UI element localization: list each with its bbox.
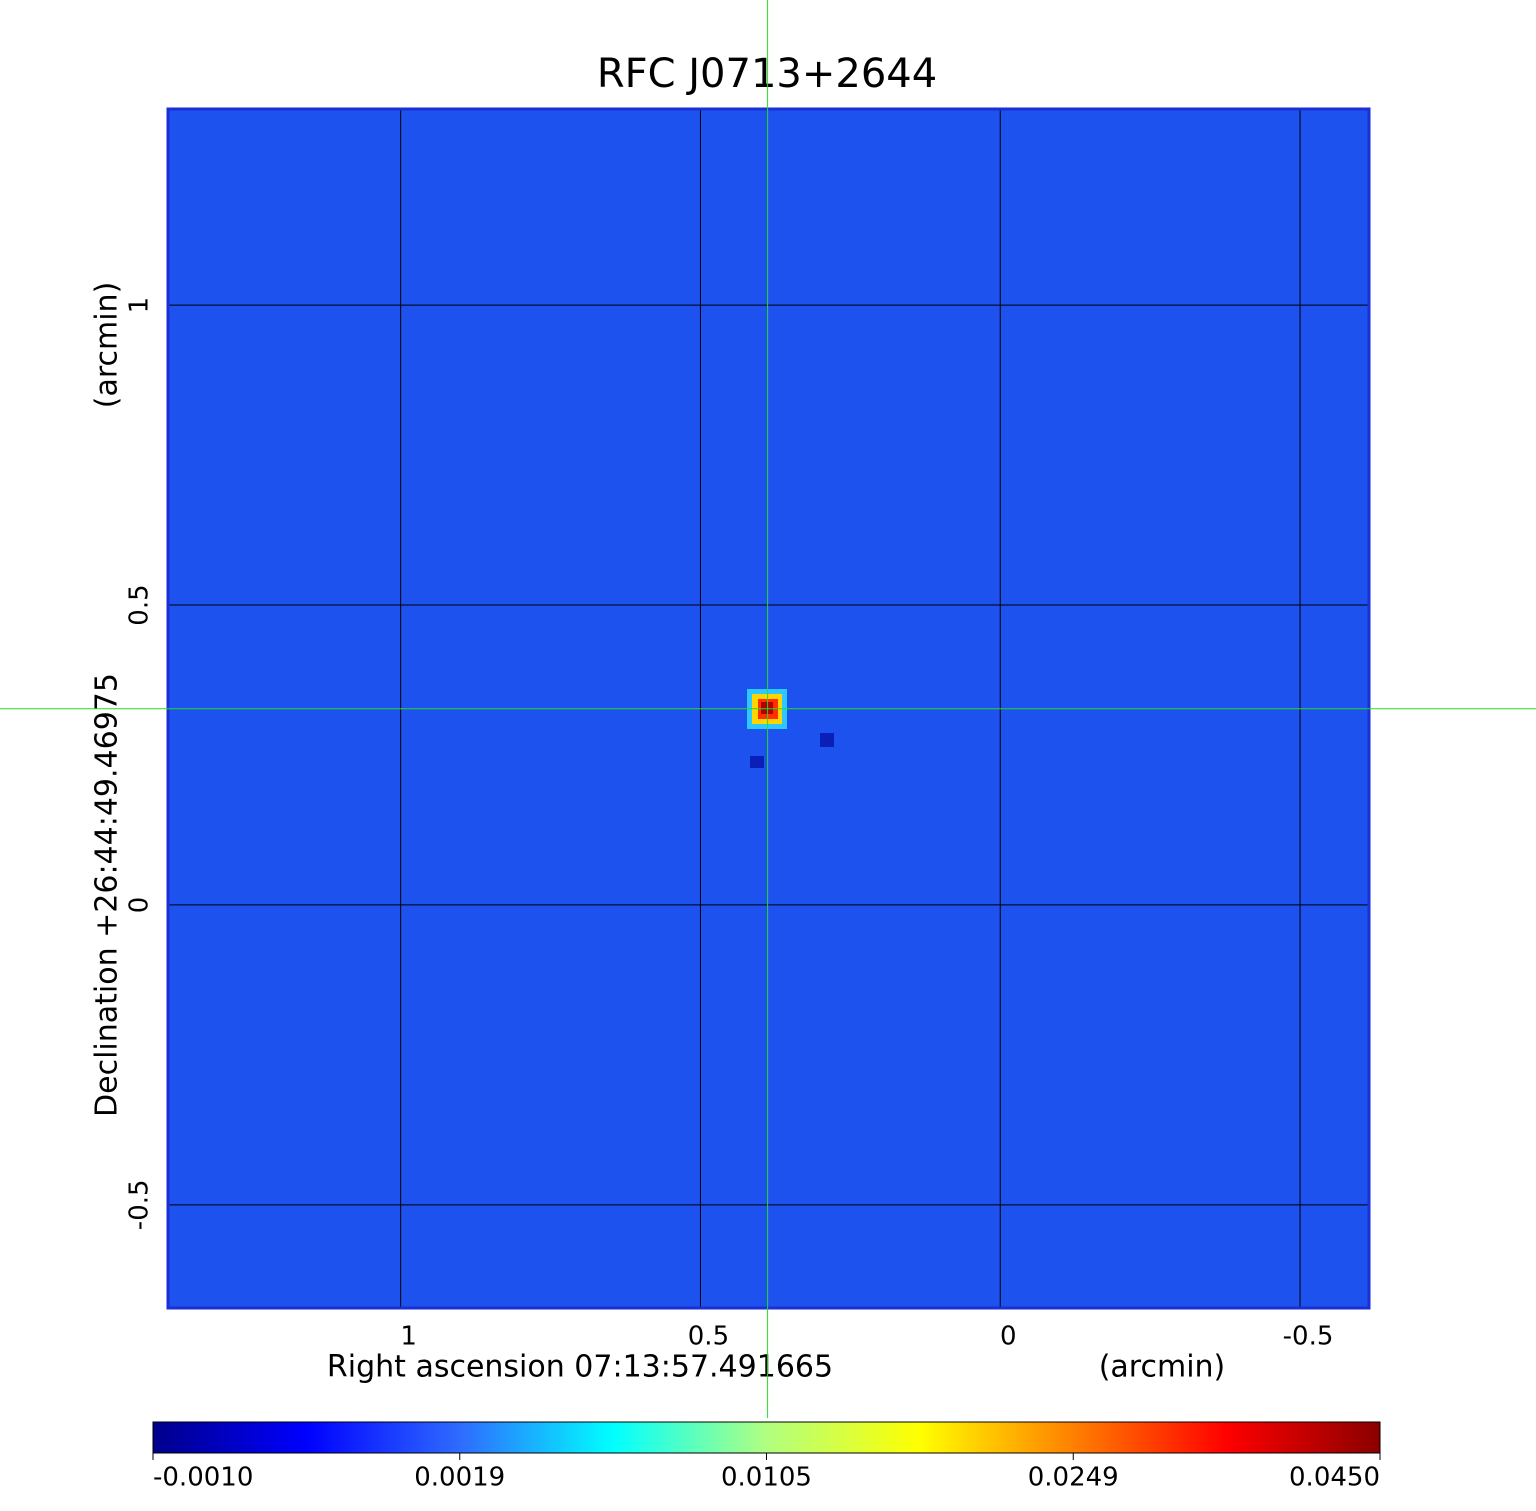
colorbar-tick-label: 0.0019 — [414, 1463, 505, 1493]
x-axis-unit: (arcmin) — [1099, 1350, 1226, 1385]
x-tick-label: 0.5 — [688, 1322, 729, 1352]
x-axis-label: Right ascension 07:13:57.491665 — [327, 1350, 833, 1385]
chart-title: RFC J0713+2644 — [597, 51, 937, 97]
x-tick-label: -0.5 — [1283, 1322, 1334, 1352]
y-tick-label: 1 — [125, 297, 155, 314]
y-axis-label: Declination +26:44:49.46975 — [90, 673, 125, 1117]
ticks: 1 0.5 0 -0.5 1 0.5 0 -0.5 -0.0010 0.0019 0.0105 0.0… — [125, 297, 1381, 1493]
colorbar — [152, 1421, 1381, 1454]
colorbar-tick-label: 0.0249 — [1028, 1463, 1119, 1493]
y-axis-unit: (arcmin) — [90, 282, 125, 409]
x-tick-label: 1 — [400, 1322, 417, 1352]
colorbar-tick-label: -0.0010 — [153, 1463, 253, 1493]
colorbar-tick-label: 0.0105 — [721, 1463, 812, 1493]
y-tick-label: -0.5 — [125, 1179, 155, 1230]
crosshair — [0, 0, 1536, 1418]
x-tick-label: 0 — [1000, 1322, 1017, 1352]
colorbar-tick-label: 0.0450 — [1289, 1463, 1380, 1493]
y-tick-label: 0.5 — [125, 584, 155, 625]
y-tick-label: 0 — [125, 897, 155, 914]
